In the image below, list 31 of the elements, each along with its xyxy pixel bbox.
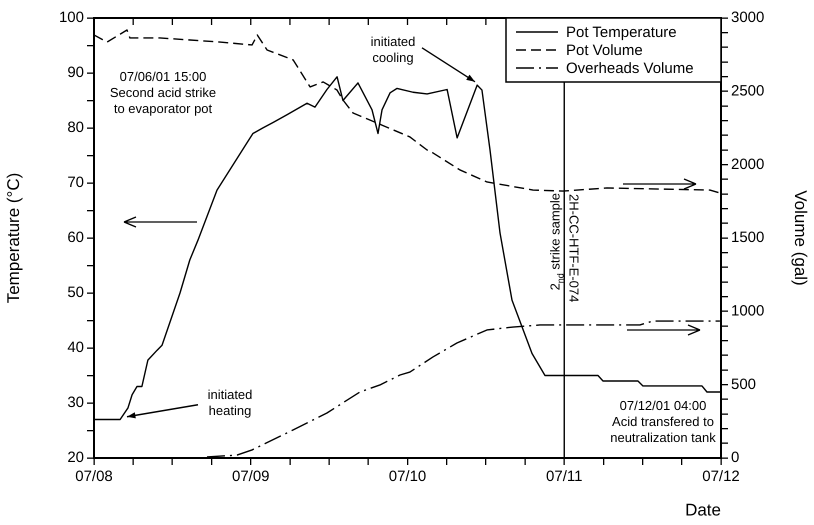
annotation: 07/06/01 15:00 Second acid strike to evaporator pot [110, 69, 216, 116]
x-tick-label: 07/12 [702, 468, 740, 486]
y-tick-label: 60 [67, 229, 84, 246]
y2-tick-label: 1500 [731, 229, 764, 246]
x-axis-title: Date [685, 500, 721, 520]
y-axis-title: Temperature (°C) [4, 172, 23, 304]
annotation: 07/12/01 04:00 Acid transfered to neutralization tank [610, 398, 716, 445]
legend-label: Overheads Volume [566, 60, 694, 77]
legend-label: Pot Volume [566, 42, 643, 59]
y2-axis-title: Volume (gal) [791, 190, 810, 286]
y-tick-label: 50 [67, 284, 84, 302]
y2-tick-label: 3000 [731, 9, 764, 26]
y-tick-label: 70 [67, 174, 84, 192]
annotation: initiated heating [208, 386, 252, 418]
y-tick-label: 40 [67, 339, 84, 356]
legend-label: Pot Temperature [566, 24, 677, 41]
y2-tick-label: 2500 [731, 82, 764, 100]
y-tick-label: 20 [67, 449, 84, 466]
y-tick-label: 30 [67, 394, 84, 412]
y-tick-label: 90 [67, 64, 84, 82]
x-tick-label: 07/09 [232, 468, 270, 486]
y-tick-label: 80 [67, 119, 84, 136]
y2-tick-label: 1000 [731, 302, 764, 320]
y2-tick-label: 500 [731, 376, 756, 393]
x-tick-label: 07/10 [388, 468, 426, 486]
x-tick-label: 07/08 [75, 468, 113, 486]
x-tick-label: 07/11 [546, 468, 582, 486]
annotation: initiated cooling [370, 34, 416, 65]
y2-tick-label: 2000 [731, 156, 764, 173]
y-tick-label: 100 [58, 9, 84, 26]
y2-tick-label: 0 [731, 449, 740, 466]
